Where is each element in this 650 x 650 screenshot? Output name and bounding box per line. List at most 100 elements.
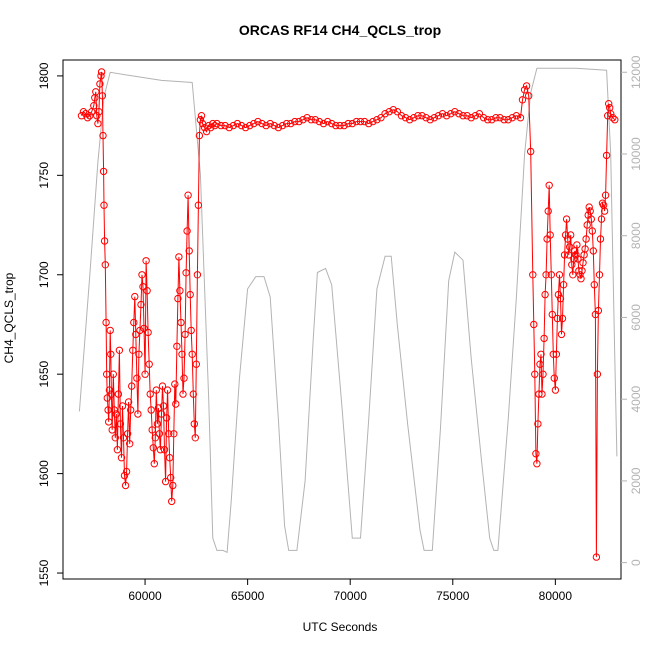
ch4-point — [83, 114, 92, 122]
ch4-point — [270, 121, 278, 130]
ch4-point — [141, 370, 149, 378]
ch4-point — [152, 386, 161, 394]
ch4-point — [401, 114, 410, 122]
ch4-point — [418, 112, 426, 120]
ch4-point — [573, 241, 581, 249]
ch4-point — [547, 271, 555, 279]
ch4-point — [596, 235, 605, 243]
ch4-point — [133, 374, 141, 382]
ch4-point — [101, 261, 110, 269]
ch4-point — [348, 119, 356, 128]
ch4-point — [163, 386, 172, 394]
ch4-point — [97, 72, 105, 80]
ch4-point — [560, 251, 569, 259]
ch4-point — [161, 477, 170, 486]
ch4-point — [134, 410, 142, 418]
ch4-point — [311, 116, 319, 124]
ch4-point — [266, 119, 274, 128]
ch4-point — [574, 255, 582, 263]
x-axis-label: UTC Seconds — [303, 620, 378, 634]
ch4-point — [538, 390, 546, 398]
ch4-point — [554, 290, 563, 299]
ch4-point — [94, 119, 102, 128]
ch4-point — [572, 251, 580, 259]
ch4-point — [540, 334, 548, 343]
ch4-point — [544, 207, 552, 215]
y-tick-label: 1800 — [37, 62, 51, 89]
ch4-point — [160, 446, 169, 454]
ch4-point — [196, 116, 205, 124]
ch4-point — [455, 110, 463, 118]
ch4-point — [145, 360, 153, 368]
ch4-point — [594, 306, 603, 315]
ch4-point — [182, 269, 190, 277]
ch4-point — [426, 116, 434, 124]
ch4-point — [315, 117, 324, 126]
ch4-point — [221, 121, 229, 130]
ch4-point — [192, 360, 201, 368]
ch4-point — [181, 330, 189, 339]
ch4-point — [139, 283, 147, 291]
y2-tick-label: 6000 — [629, 304, 643, 331]
altitude-line — [78, 67, 618, 554]
ch4-point — [169, 481, 177, 490]
ch4-point — [471, 112, 479, 120]
ch4-point — [217, 121, 225, 130]
ch4-point — [162, 414, 171, 422]
ch4-point — [601, 191, 610, 199]
altitude-series — [78, 67, 618, 554]
ch4-point — [484, 116, 492, 124]
ch4-point — [479, 114, 488, 122]
ch4-point — [127, 406, 135, 414]
ch4-point — [148, 426, 156, 434]
ch4-point — [356, 117, 365, 126]
ch4-point — [587, 215, 595, 223]
y-tick-label: 1650 — [37, 361, 51, 388]
ch4-point — [154, 404, 163, 412]
y-tick-label: 1600 — [37, 460, 51, 487]
ch4-point — [233, 119, 242, 128]
ch4-point — [611, 116, 619, 124]
ch4-point — [593, 370, 602, 378]
ch4-point — [136, 326, 144, 335]
ch4-point — [117, 454, 126, 462]
ch4-point — [119, 434, 128, 442]
x-tick-label: 80000 — [539, 589, 573, 603]
ch4-point — [442, 112, 451, 120]
ch4-point — [365, 119, 373, 128]
ch4-point — [190, 420, 199, 428]
ch4-point — [377, 114, 385, 122]
ch4-point — [153, 420, 162, 428]
ch4-point — [115, 346, 124, 354]
ch4-point — [520, 86, 529, 94]
ch4-point — [150, 460, 159, 468]
ch4-point — [525, 92, 533, 100]
ch4-point — [107, 390, 116, 398]
ch4-point — [550, 374, 558, 382]
ch4-point — [504, 116, 512, 124]
ch4-point — [319, 119, 328, 128]
ch4-point — [595, 271, 604, 279]
ch4-point — [105, 386, 114, 394]
ch4-point — [340, 121, 348, 130]
ch4-point — [126, 440, 134, 448]
ch4-point — [512, 112, 521, 120]
ch4-point — [533, 460, 541, 468]
ch4-point — [174, 294, 182, 303]
ch4-point — [516, 114, 525, 122]
ch4-point — [556, 294, 565, 303]
ch4-point — [534, 420, 542, 428]
ch4-point — [585, 203, 593, 211]
ch4-point — [191, 434, 200, 442]
ch4-point — [170, 430, 178, 438]
ch4-point — [237, 121, 246, 130]
ch4-point — [194, 201, 203, 209]
ch4-point — [172, 400, 180, 408]
plot-frame — [62, 59, 622, 580]
ch4-point — [566, 243, 574, 251]
ch4-point — [557, 330, 566, 339]
ch4-point — [114, 390, 123, 398]
ch4-point — [98, 92, 107, 100]
ch4-point — [545, 181, 553, 190]
